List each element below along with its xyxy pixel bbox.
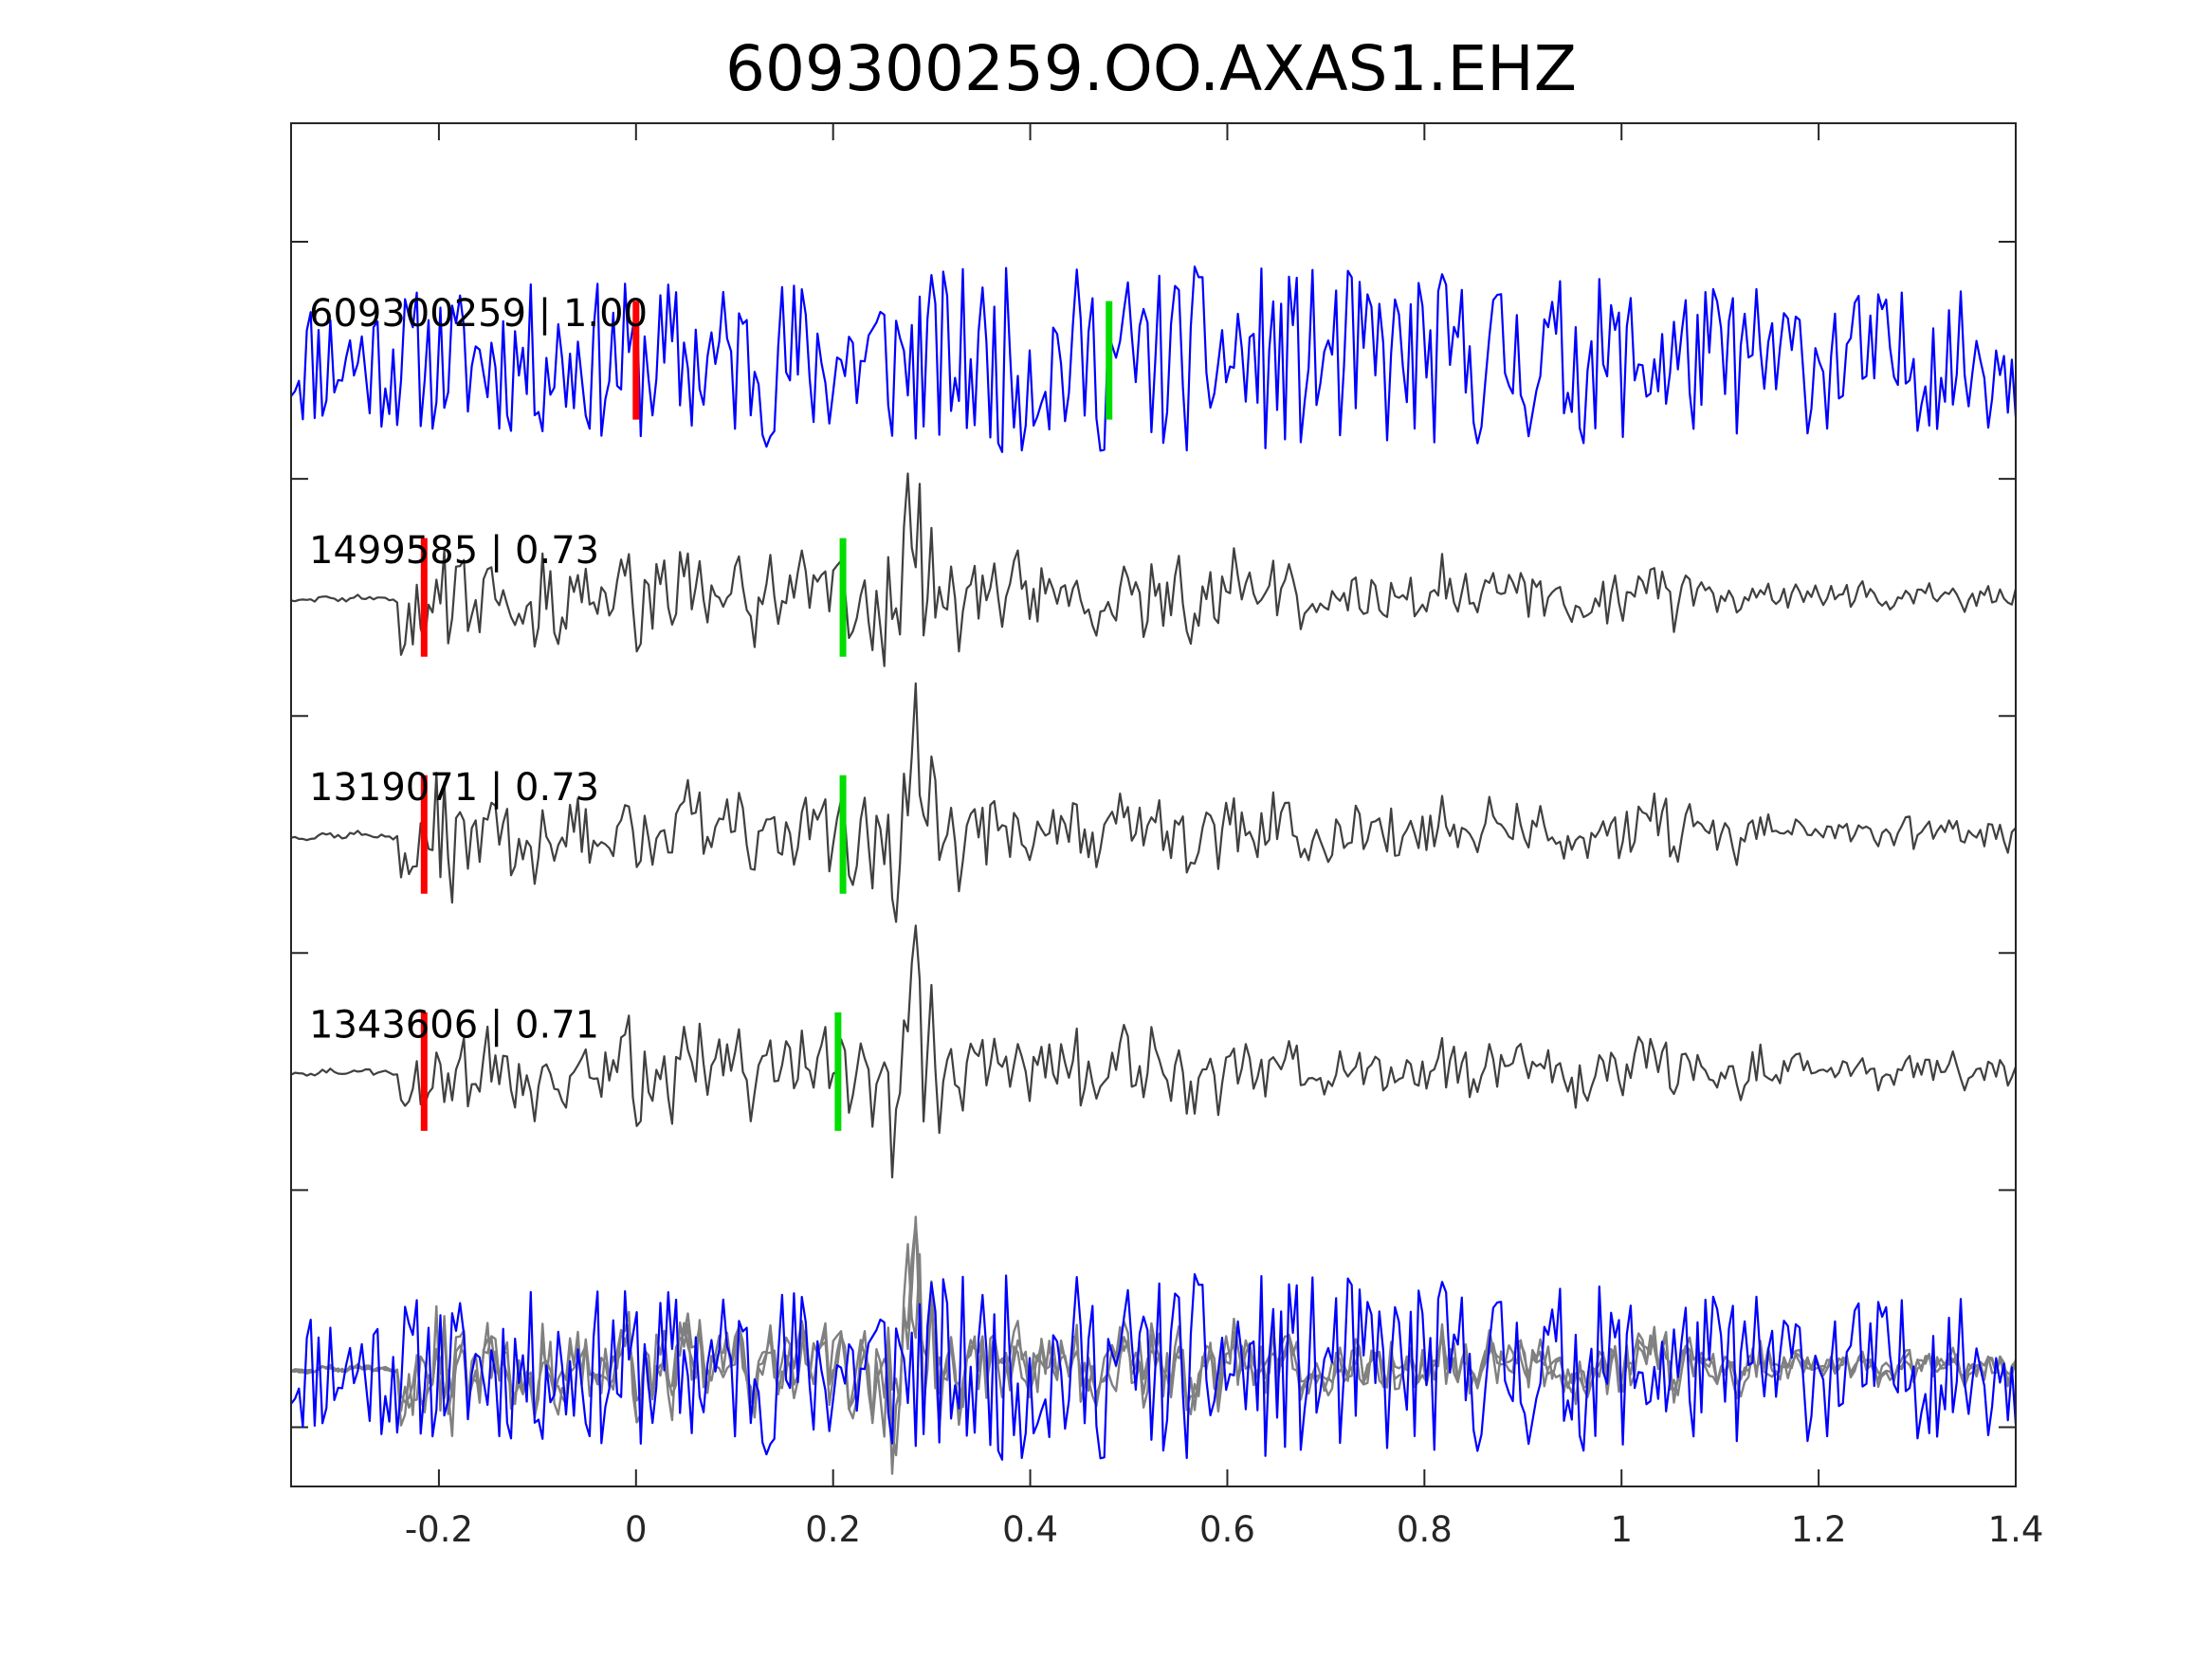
trace-line-1319071	[291, 682, 2016, 923]
picks-layer	[420, 301, 1113, 1131]
trace-line-1343606	[291, 924, 2016, 1179]
axes-box	[290, 122, 2017, 1487]
trace-line-1499585	[291, 472, 2016, 667]
x-tick-label: 0	[625, 1509, 648, 1550]
overlay-template-line	[291, 1273, 2016, 1461]
x-tick-label: 1.2	[1791, 1509, 1847, 1550]
x-tick-label: 0.2	[805, 1509, 861, 1550]
axis-ticks	[291, 123, 2017, 1486]
trace-label: 1319071 | 0.73	[309, 766, 599, 810]
x-tick-labels: -0.2 0 0.2 0.4 0.6 0.8 1 1.2 1.4	[405, 1509, 2044, 1550]
x-tick-label: 1	[1610, 1509, 1633, 1550]
x-tick-label: 0.4	[1002, 1509, 1058, 1550]
trace-label: 609300259 | 1.00	[309, 292, 648, 336]
trace-line-609300259	[291, 265, 2016, 453]
x-tick-label: 0.8	[1397, 1509, 1453, 1550]
x-tick-label: 1.4	[1988, 1509, 2044, 1550]
x-tick-label: 0.6	[1199, 1509, 1255, 1550]
trace-label: 1499585 | 0.73	[309, 529, 599, 573]
chart-title: 609300259.OO.AXAS1.EHZ	[725, 32, 1577, 105]
trace-label: 1343606 | 0.71	[309, 1003, 599, 1047]
traces-layer	[291, 265, 2016, 1475]
trace-labels: 609300259 | 1.00 1499585 | 0.73 1319071 | …	[309, 292, 648, 1047]
overlay-match-line-1	[291, 1215, 2016, 1457]
x-tick-label: -0.2	[405, 1509, 473, 1550]
